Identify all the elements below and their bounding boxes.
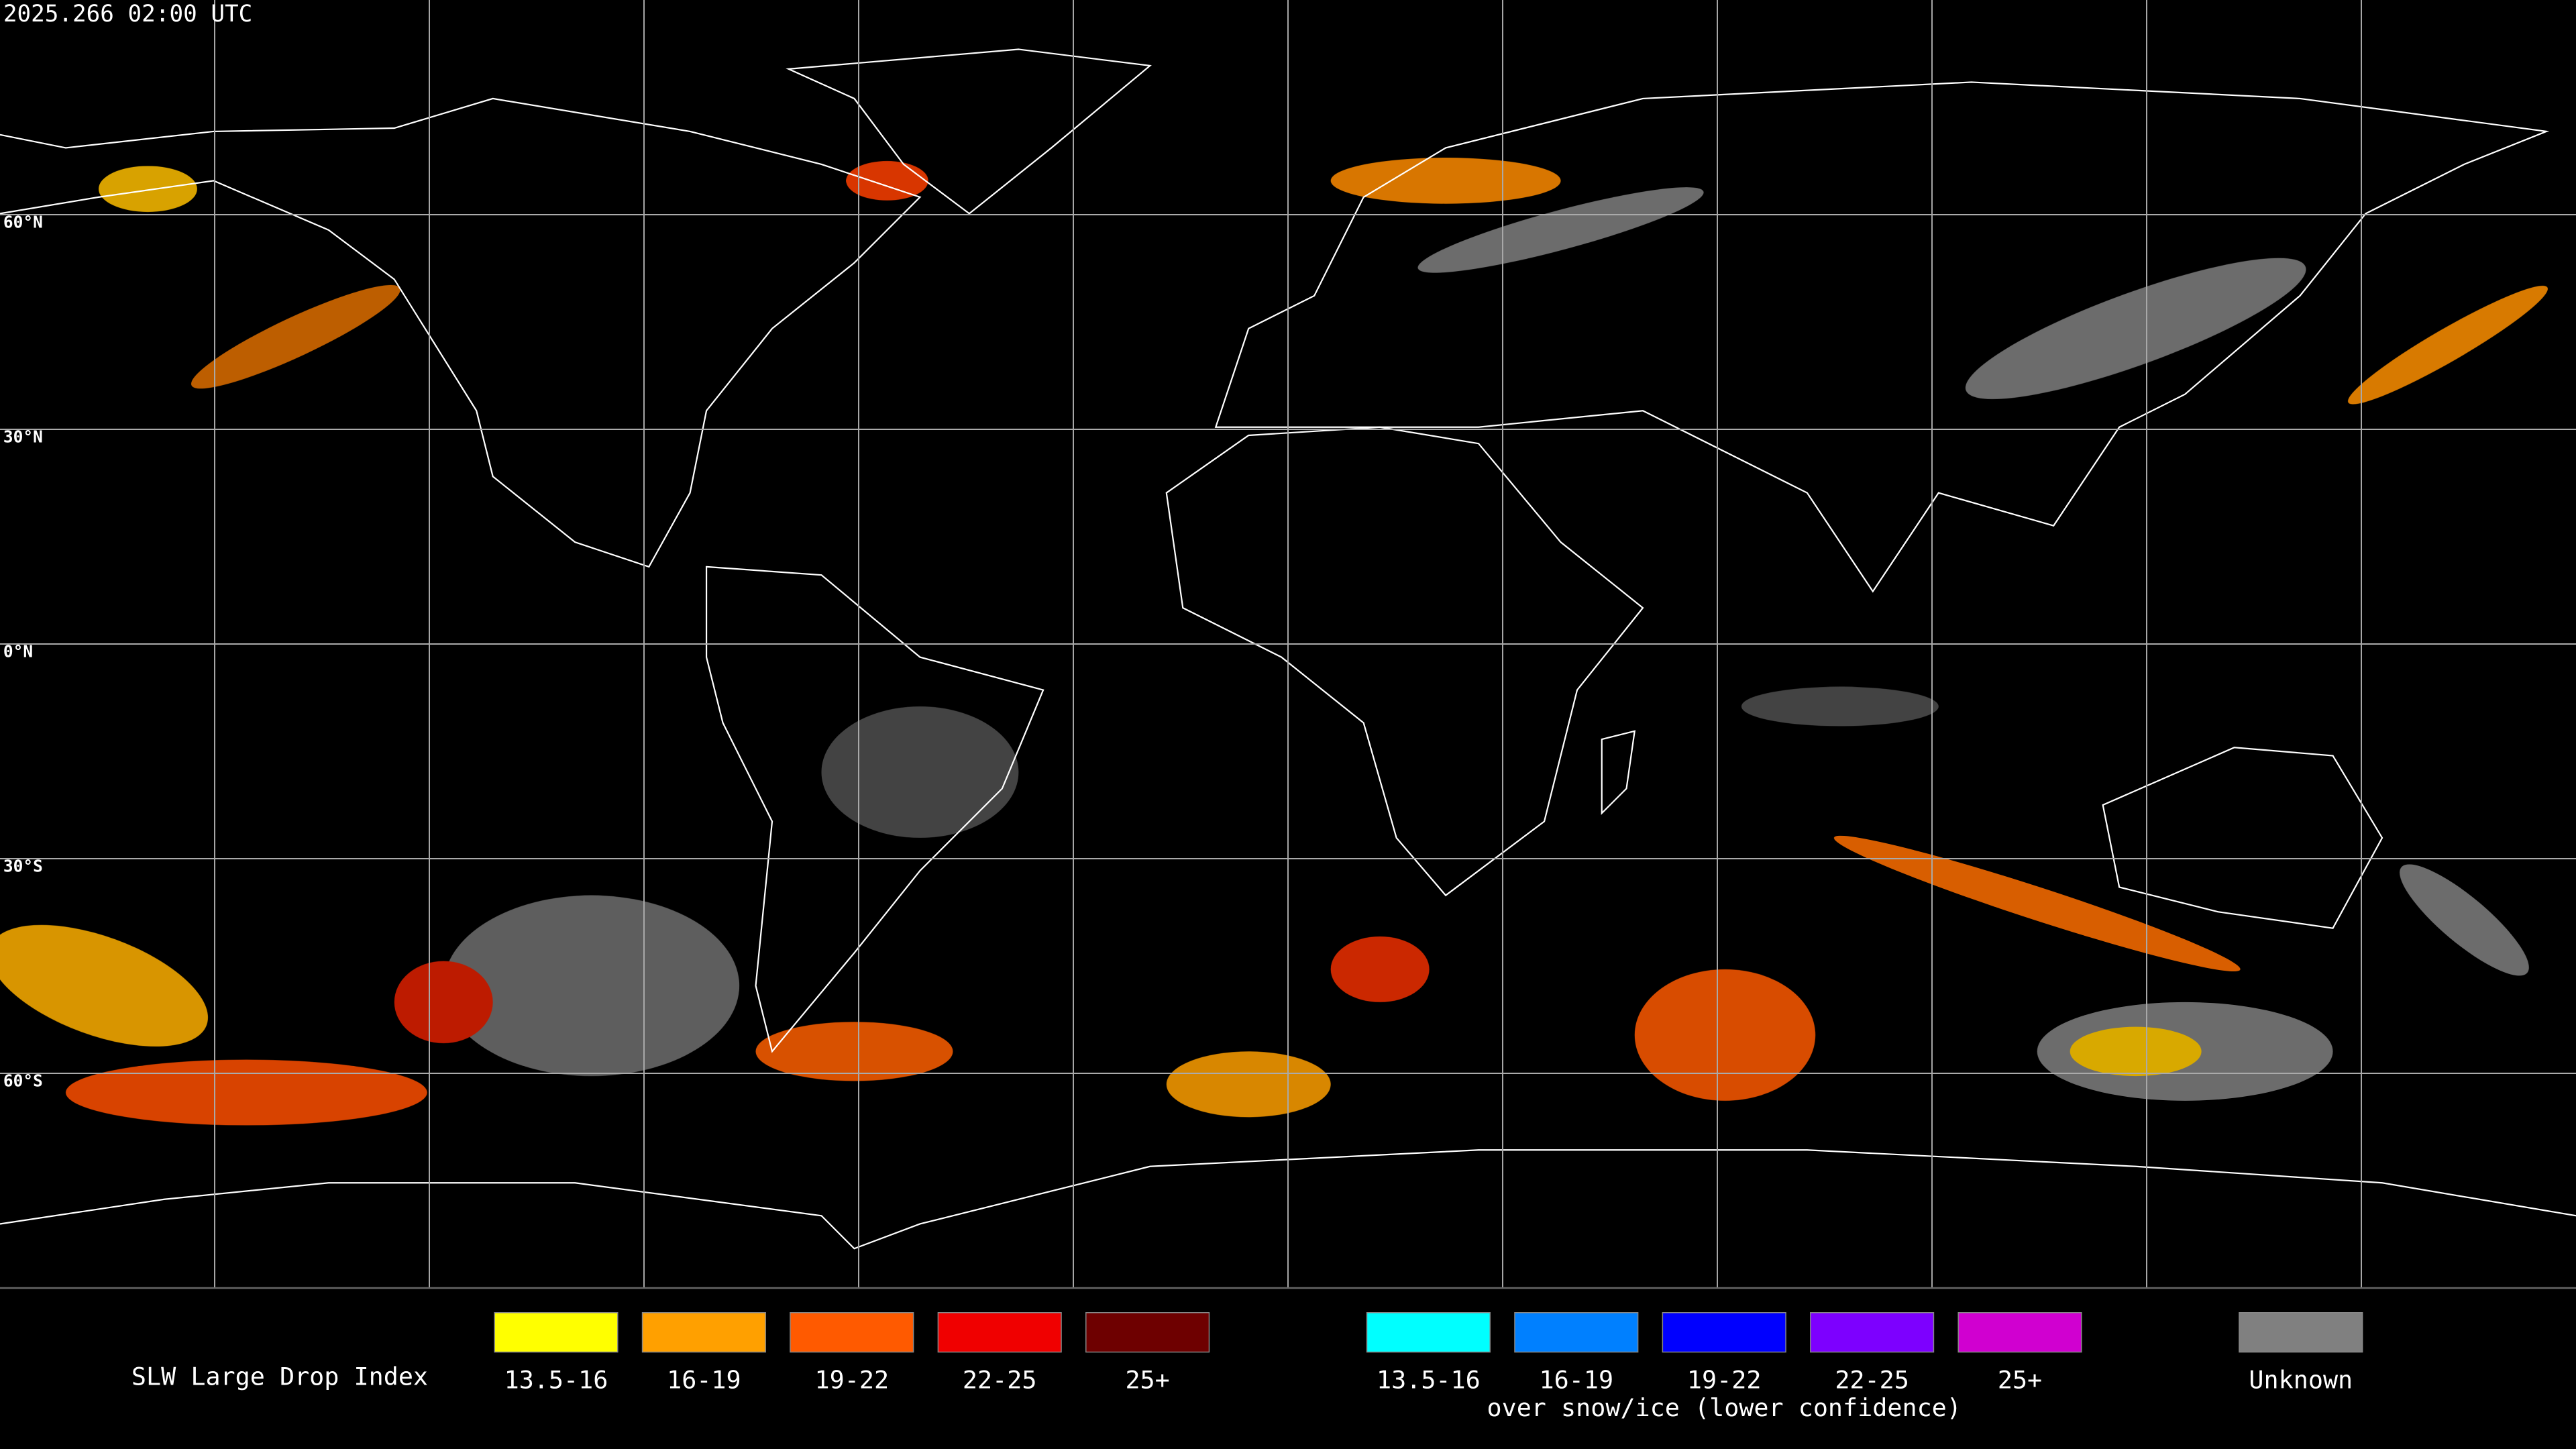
legend-label: 25+	[1998, 1365, 2042, 1394]
legend-swatch	[1366, 1312, 1491, 1353]
cloud-patch	[394, 961, 493, 1044]
legend-title: SLW Large Drop Index	[131, 1362, 428, 1391]
legend-label: 22-25	[1835, 1365, 1909, 1394]
coastline	[0, 97, 922, 568]
cloud-patch	[0, 924, 208, 1046]
legend: 13.5-16 16-19 19-22 22-25 25+ 13.5-16 16-19 19-…	[494, 1312, 2363, 1422]
legend-swatch	[1810, 1312, 1935, 1353]
legend-label: 19-22	[815, 1365, 890, 1394]
legend-caption: over snow/ice (lower confidence)	[1487, 1393, 1961, 1422]
cloud-patch	[1417, 187, 1704, 273]
cloud-patch	[755, 1022, 953, 1081]
latitude-label: 60°N	[3, 213, 43, 232]
cloud-patch	[98, 166, 197, 212]
coastline	[1601, 730, 1636, 815]
legend-swatch	[937, 1312, 1062, 1353]
legend-label: 13.5-16	[504, 1365, 608, 1394]
coastline	[1214, 81, 2550, 593]
cloud-patch	[2348, 285, 2548, 405]
legend-swatch	[1514, 1312, 1639, 1353]
legend-swatch	[641, 1312, 766, 1353]
legend-label: 13.5-16	[1377, 1365, 1481, 1394]
legend-swatch	[1085, 1312, 1210, 1353]
graticule: 60°N 30°N 0°N 30°S 60°S	[0, 0, 2576, 1288]
legend-swatch	[1957, 1312, 2082, 1353]
legend-label: 16-19	[667, 1365, 741, 1394]
legend-swatch	[494, 1312, 619, 1353]
legend-label: 25+	[1125, 1365, 1169, 1394]
cloud-patch	[443, 895, 740, 1077]
cloud-patch	[846, 161, 928, 201]
latitude-label: 30°S	[3, 857, 43, 876]
latitude-label: 30°N	[3, 427, 43, 447]
legend-label: Unknown	[2249, 1365, 2353, 1394]
cloud-patch	[191, 284, 400, 389]
legend-label: 19-22	[1687, 1365, 1762, 1394]
cloud-patch	[1833, 835, 2241, 972]
coastline	[705, 566, 1044, 1053]
legend-swatch	[2239, 1312, 2363, 1353]
latitude-label: 0°N	[3, 642, 33, 661]
legend-label: 22-25	[963, 1365, 1037, 1394]
coastline	[0, 1149, 2576, 1250]
cloud-patch	[2400, 864, 2529, 976]
timestamp: 2025.266 02:00 UTC	[3, 1, 252, 28]
cloud-patches	[0, 158, 2548, 1126]
legend-swatch	[790, 1312, 914, 1353]
cloud-patch	[1166, 1051, 1331, 1118]
legend-swatch	[1662, 1312, 1786, 1353]
coastline	[786, 48, 1152, 215]
cloud-patch	[1741, 686, 1939, 727]
coastline	[2102, 747, 2383, 929]
legend-label: 16-19	[1540, 1365, 1614, 1394]
cloud-patch	[1965, 258, 2306, 399]
cloud-patch	[1634, 969, 1816, 1101]
cloud-patch	[821, 706, 1019, 838]
cloud-patch	[65, 1059, 427, 1126]
cloud-patch	[1330, 936, 1430, 1002]
cloud-patch	[2070, 1026, 2202, 1077]
latitude-label: 60°S	[3, 1071, 43, 1091]
